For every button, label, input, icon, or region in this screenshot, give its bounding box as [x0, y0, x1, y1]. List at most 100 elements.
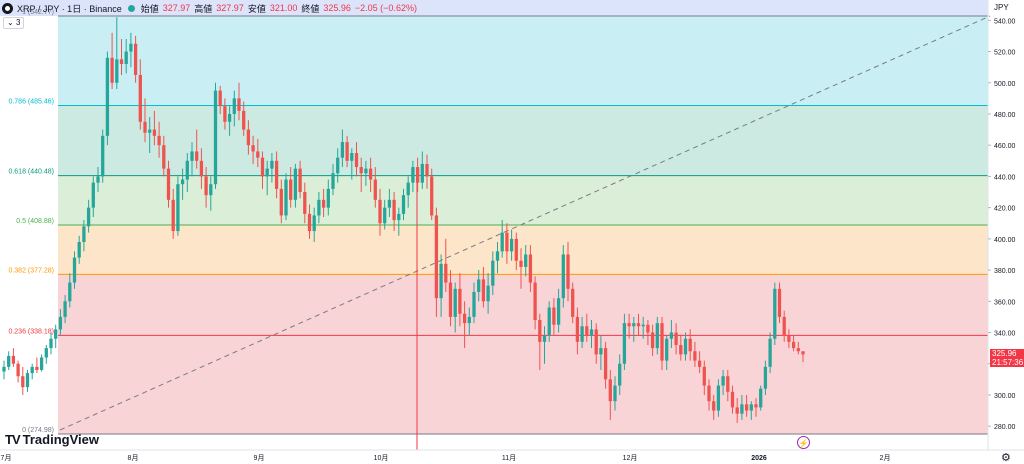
- candle-body: [35, 366, 39, 370]
- y-tick-label: 400.00: [994, 237, 1016, 244]
- candle-body: [44, 348, 48, 358]
- y-tick-label: 420.00: [994, 206, 1016, 213]
- candle-body: [603, 348, 608, 380]
- fib-zone-0.786: [58, 16, 988, 106]
- high-value: 327.97: [216, 3, 244, 13]
- last-price-value: 325.96: [992, 349, 1017, 358]
- candle-body: [166, 168, 171, 200]
- fib-line-layer: [58, 15, 988, 435]
- lightning-icon[interactable]: ⚡: [797, 436, 810, 449]
- x-tick-label: 2月: [880, 454, 891, 462]
- candle-body: [110, 57, 114, 83]
- candle-body: [453, 288, 457, 317]
- candle-body: [401, 195, 406, 214]
- candle-body: [538, 320, 542, 342]
- candle-body: [49, 338, 53, 349]
- gear-icon[interactable]: ⚙: [1001, 452, 1011, 464]
- candle-body: [726, 376, 730, 392]
- candle-body: [773, 288, 777, 339]
- trend-line: [59, 15, 991, 431]
- y-axis-unit: JPY: [994, 3, 1009, 12]
- low-value: 321.00: [269, 3, 298, 13]
- candle-body: [350, 153, 354, 161]
- indicator-toggle-button[interactable]: ⌄ 3: [3, 17, 25, 29]
- candle-body: [632, 323, 636, 327]
- candle-body: [143, 121, 147, 133]
- candle-body: [101, 135, 105, 177]
- close-label: 終値: [301, 3, 320, 14]
- y-tick-label: 300.00: [994, 393, 1016, 400]
- candle-body: [744, 404, 749, 411]
- y-tick-label: 480.00: [994, 112, 1016, 119]
- candle-body: [618, 363, 622, 386]
- candle-body: [641, 324, 645, 327]
- candle-body: [171, 199, 175, 232]
- candle-body: [86, 207, 91, 227]
- x-axis[interactable]: 7月 8月 9月 10月 11月 12月 2026 2月: [1, 454, 891, 462]
- candle-body: [519, 260, 523, 267]
- candle-body: [411, 167, 415, 183]
- candle-body: [72, 257, 77, 283]
- candle-body: [68, 282, 72, 302]
- candle-body: [326, 188, 330, 208]
- candle-body: [354, 153, 359, 168]
- candle-body: [265, 168, 269, 177]
- candle-body: [303, 192, 307, 214]
- bar-countdown: 21:57:36: [992, 358, 1024, 367]
- candle-body: [195, 151, 199, 161]
- market-status-icon: [127, 4, 135, 12]
- candle-body: [707, 385, 711, 402]
- symbol-title[interactable]: XRP / JPY · 1日 · Binance: [17, 3, 122, 14]
- fib-zone-0: [58, 335, 988, 434]
- candle-body: [124, 51, 128, 65]
- fib-zone-0.236: [58, 274, 988, 336]
- candle-body: [279, 188, 283, 216]
- candle-body: [646, 324, 650, 333]
- candle-body: [298, 168, 302, 193]
- candle-body: [242, 110, 246, 130]
- candle-body: [237, 98, 241, 111]
- candle-body: [270, 160, 274, 169]
- candle-body: [152, 129, 157, 136]
- candle-body: [688, 338, 692, 352]
- candle-body: [378, 199, 382, 224]
- candle-body: [246, 129, 251, 146]
- candle-body: [787, 335, 791, 342]
- candle-body: [636, 323, 641, 327]
- candle-body: [533, 282, 537, 321]
- x-tick-label: 8月: [128, 454, 139, 462]
- candle-body: [580, 326, 584, 342]
- candle-body: [415, 167, 420, 183]
- candle-body: [524, 254, 528, 267]
- candle-body: [190, 151, 194, 161]
- candle-body: [115, 59, 119, 83]
- fib-zone-0.382: [58, 224, 988, 275]
- candle-body: [7, 355, 11, 367]
- candle-body: [514, 238, 518, 261]
- candle-body: [162, 145, 166, 169]
- candle-body: [683, 338, 688, 355]
- tradingview-logo[interactable]: TV TradingView: [5, 432, 99, 447]
- xrp-logo-icon: [2, 2, 13, 14]
- candle-body: [679, 344, 683, 355]
- candle-body: [801, 351, 805, 355]
- candle-body: [509, 238, 514, 252]
- candle-body: [223, 106, 227, 122]
- candle-body: [791, 341, 796, 349]
- candle-body: [434, 215, 439, 299]
- candle-body: [477, 279, 481, 292]
- candle-body: [77, 241, 81, 258]
- candle-body: [467, 316, 471, 324]
- candle-layer: [2, 17, 805, 424]
- candle-body: [782, 316, 786, 336]
- candle-body: [735, 407, 739, 414]
- candle-body: [336, 157, 340, 174]
- candle-body: [566, 254, 570, 289]
- candle-body: [392, 199, 396, 221]
- candle-body: [462, 313, 467, 324]
- candle-body: [505, 232, 509, 252]
- candle-body: [307, 213, 312, 232]
- y-tick-label: 280.00: [994, 424, 1016, 431]
- tradingview-logo-text: TradingView: [22, 432, 99, 447]
